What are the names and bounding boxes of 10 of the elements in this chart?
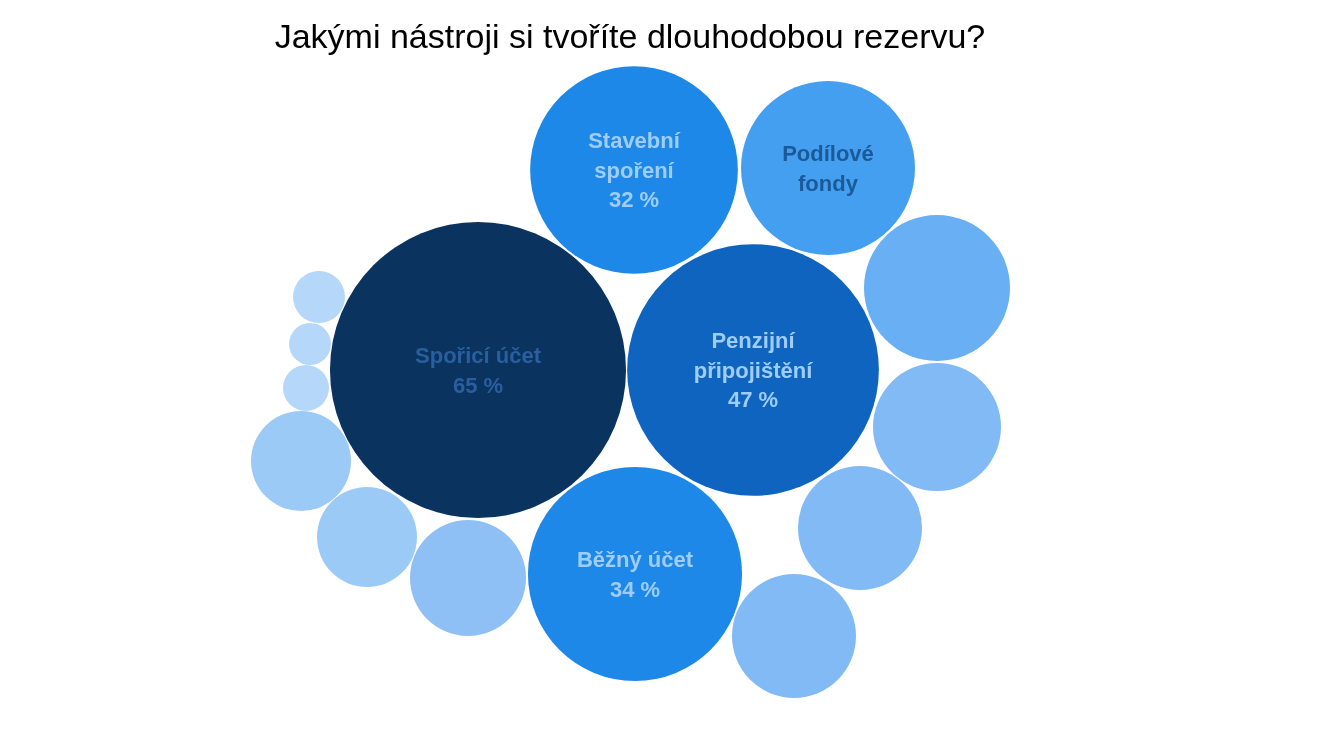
data-label: 34 % (609, 576, 661, 602)
category-label: Spořicí účet (415, 342, 542, 368)
category-label: Běžný účet (576, 546, 694, 572)
text: Jakými nástroji si tvoříte dlouhodobou rezervu? (274, 17, 986, 55)
data-label: 47 % (727, 387, 779, 413)
data-label: 65 % (452, 372, 504, 398)
category-label: Stavební spoření (588, 128, 681, 183)
category-label: Podílové fondy (782, 140, 874, 196)
data-label: 32 % (608, 187, 660, 213)
category-label: Penzijní připojištění (693, 328, 814, 383)
